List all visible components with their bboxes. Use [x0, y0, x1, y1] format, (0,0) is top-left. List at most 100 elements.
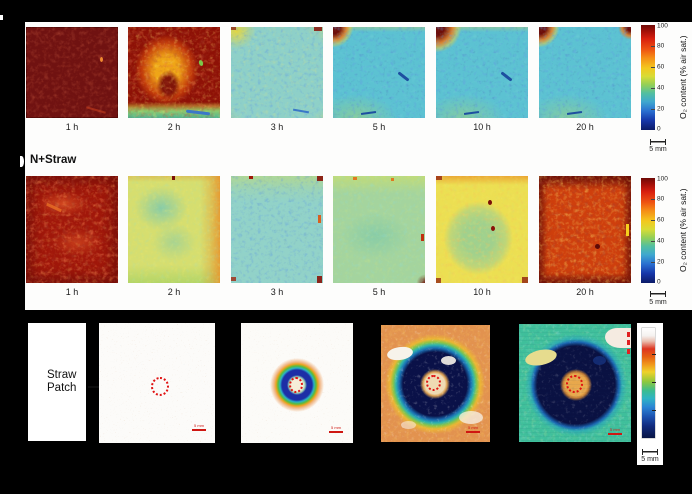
scale-bar-label: 5 mm	[649, 299, 667, 306]
time-label: 3 h	[270, 122, 284, 132]
noise-texture	[231, 176, 323, 283]
image-scale-bar: 5 mm	[466, 426, 480, 433]
heatmap-row1-5h	[333, 27, 425, 118]
detail-patch	[605, 328, 631, 348]
noise-texture	[436, 176, 528, 283]
heatmap-row1-1h	[26, 27, 118, 118]
noise-texture	[26, 27, 118, 118]
detail-speck	[627, 332, 630, 337]
noise-texture	[128, 27, 220, 118]
detail-speck	[627, 340, 630, 345]
straw-patch-marker	[566, 375, 583, 393]
detail-speck	[318, 215, 321, 223]
detail-speck	[317, 176, 323, 181]
heatmap-row2-5h	[333, 176, 425, 283]
image-scale-bar-label: 5 mm	[194, 423, 204, 428]
colorbar-tick: 60	[657, 63, 665, 71]
detail-speck	[249, 176, 253, 179]
colorbar-tick-mark	[651, 109, 655, 110]
optode-image-grid: 1 h 2 h 3 h 5 h 10 h 20 h N+Straw	[25, 22, 692, 310]
cropped-label-fragment	[20, 156, 24, 167]
heatmap-row1-2h	[128, 27, 220, 118]
colorbar-ticks-row2: 100 80 60 40 20 0	[657, 176, 675, 286]
time-label: 10 h	[473, 287, 491, 297]
image-scale-bar-line	[329, 431, 343, 433]
cropped-label-fragment	[0, 15, 3, 20]
colorbar-tick: 20	[657, 258, 665, 266]
straw-patch-label-line1: Straw	[47, 369, 77, 381]
time-label: 1 h	[65, 287, 79, 297]
scale-bar	[650, 139, 666, 145]
scale-bar-label: 5 mm	[649, 146, 667, 153]
colorbar-row2	[641, 178, 655, 283]
patch-image-1: 5 mm	[99, 323, 215, 443]
colorbar-bottom-wrap: 5 mm	[637, 323, 663, 465]
detail-patch	[593, 356, 606, 365]
time-label: 10 h	[473, 122, 491, 132]
colorbar-tick: 40	[657, 84, 665, 92]
colorbar-ticks-row1: 100 80 60 40 20 0	[657, 23, 675, 133]
image-scale-bar: 5 mm	[192, 424, 206, 431]
straw-patch-label-box: Straw Patch	[28, 323, 86, 441]
detail-patch	[441, 356, 456, 365]
detail-speck	[488, 200, 492, 205]
time-label: 3 h	[270, 287, 284, 297]
colorbar-tick: 20	[657, 105, 665, 113]
detail-speck	[231, 277, 236, 281]
detail-patch	[401, 421, 416, 429]
detail-speck	[436, 278, 441, 283]
detail-patch	[459, 411, 483, 424]
time-label: 20 h	[576, 287, 594, 297]
straw-patch-marker	[426, 375, 441, 391]
colorbar-tick-mark	[652, 410, 656, 411]
scale-bar-label: 5 mm	[641, 456, 659, 463]
detail-speck	[436, 176, 442, 180]
detail-speck	[421, 234, 424, 241]
colorbar-tick-mark	[651, 199, 655, 200]
detail-speck	[391, 178, 394, 181]
colorbar-tick: 40	[657, 237, 665, 245]
heatmap-row1-20h	[539, 27, 631, 118]
noise-texture	[436, 27, 528, 118]
image-scale-bar: 5 mm	[329, 426, 343, 433]
image-scale-bar-line	[192, 429, 206, 431]
heatmap-row2-3h	[231, 176, 323, 283]
detail-speck	[172, 176, 175, 180]
detail-speck	[522, 277, 528, 283]
image-scale-bar-line	[466, 431, 480, 433]
colorbar-tick-mark	[651, 262, 655, 263]
time-label: 2 h	[167, 122, 181, 132]
image-scale-bar: 5 mm	[608, 428, 622, 435]
colorbar-tick-mark	[651, 220, 655, 221]
heatmap-row2-1h	[26, 176, 118, 283]
heatmap-row1-3h	[231, 27, 323, 118]
noise-texture	[333, 176, 425, 283]
patch-image-4: 5 mm	[519, 324, 631, 442]
detail-speck	[627, 349, 630, 354]
detail-speck	[353, 177, 357, 180]
time-label: 5 h	[372, 287, 386, 297]
detail-speck	[491, 226, 495, 231]
time-label: 5 h	[372, 122, 386, 132]
noise-texture	[539, 27, 631, 118]
image-scale-bar-label: 5 mm	[331, 425, 341, 430]
noise-texture	[539, 176, 631, 283]
colorbar-axis-label: O₂ content (% air sat.)	[678, 35, 688, 120]
detail-speck	[317, 276, 322, 283]
image-scale-bar-label: 5 mm	[610, 427, 620, 432]
time-label: 2 h	[167, 287, 181, 297]
noise-texture	[231, 27, 323, 118]
colorbar-tick-mark	[651, 88, 655, 89]
scale-bar	[642, 449, 658, 455]
time-label: 1 h	[65, 122, 79, 132]
straw-patch-label-line2: Patch	[47, 382, 77, 394]
colorbar-tick-mark	[651, 46, 655, 47]
detail-speck	[595, 244, 600, 249]
colorbar-tick-mark	[652, 354, 656, 355]
noise-texture	[333, 27, 425, 118]
time-label: 20 h	[576, 122, 594, 132]
colorbar-row1	[641, 25, 655, 130]
colorbar-axis-label: O₂ content (% air sat.)	[678, 188, 688, 273]
colorbar-tick: 0	[657, 278, 661, 286]
row-label-n-straw: N+Straw	[30, 154, 77, 166]
